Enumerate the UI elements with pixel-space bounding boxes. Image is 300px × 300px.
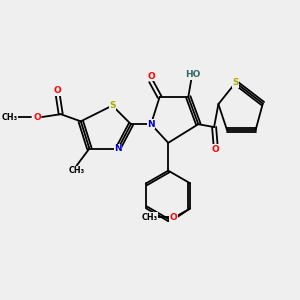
- Text: N: N: [147, 120, 155, 129]
- Text: CH₃: CH₃: [68, 167, 85, 176]
- Text: HO: HO: [185, 70, 200, 79]
- Text: S: S: [232, 78, 239, 87]
- Text: CH₃: CH₃: [2, 112, 18, 122]
- Text: O: O: [54, 86, 62, 95]
- Text: O: O: [147, 72, 155, 81]
- Text: O: O: [212, 145, 219, 154]
- Text: O: O: [33, 112, 41, 122]
- Text: N: N: [114, 144, 122, 153]
- Text: CH₃: CH₃: [141, 213, 158, 222]
- Text: S: S: [109, 101, 116, 110]
- Text: O: O: [169, 213, 177, 222]
